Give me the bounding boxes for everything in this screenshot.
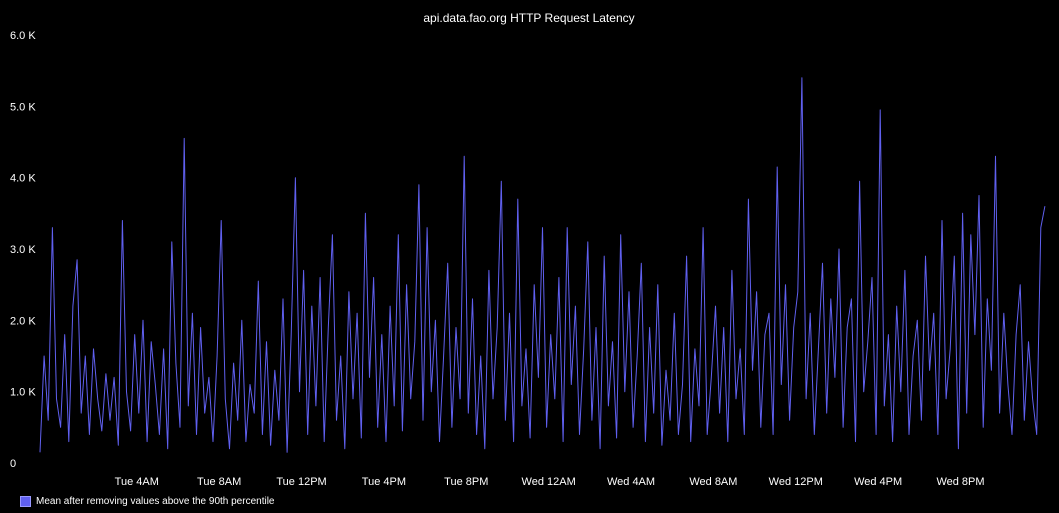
legend-swatch (20, 495, 31, 507)
y-tick-label: 1.0 K (10, 387, 36, 399)
y-tick-label: 0 (10, 458, 16, 470)
x-tick-label: Tue 8PM (444, 476, 488, 488)
x-tick-label: Wed 8AM (689, 476, 737, 488)
plot-area (39, 77, 1046, 453)
x-tick-label: Tue 12PM (276, 476, 326, 488)
legend: Mean after removing values above the 90t… (20, 494, 274, 508)
y-tick-label: 2.0 K (10, 315, 36, 327)
x-tick-label: Tue 4AM (115, 476, 159, 488)
latency-chart: api.data.fao.org HTTP Request Latency 0 1… (10, 11, 1046, 488)
x-tick-label: Wed 8PM (936, 476, 984, 488)
latency-series-line (39, 77, 1046, 453)
legend-label: Mean after removing values above the 90t… (36, 495, 275, 507)
y-tick-label: 5.0 K (10, 101, 36, 113)
x-tick-label: Tue 8AM (197, 476, 241, 488)
x-tick-label: Tue 4PM (362, 476, 406, 488)
x-axis: Tue 4AM Tue 8AM Tue 12PM Tue 4PM Tue 8PM Wed … (115, 476, 985, 488)
y-axis: 0 1.0 K 2.0 K 3.0 K 4.0 K 5.0 K 6.0 K (10, 30, 36, 470)
y-tick-label: 4.0 K (10, 173, 36, 185)
y-tick-label: 3.0 K (10, 244, 36, 256)
chart-title: api.data.fao.org HTTP Request Latency (423, 11, 634, 25)
y-tick-label: 6.0 K (10, 30, 36, 42)
x-tick-label: Wed 4PM (854, 476, 902, 488)
x-tick-label: Wed 12AM (522, 476, 576, 488)
x-tick-label: Wed 12PM (769, 476, 823, 488)
x-tick-label: Wed 4AM (607, 476, 655, 488)
